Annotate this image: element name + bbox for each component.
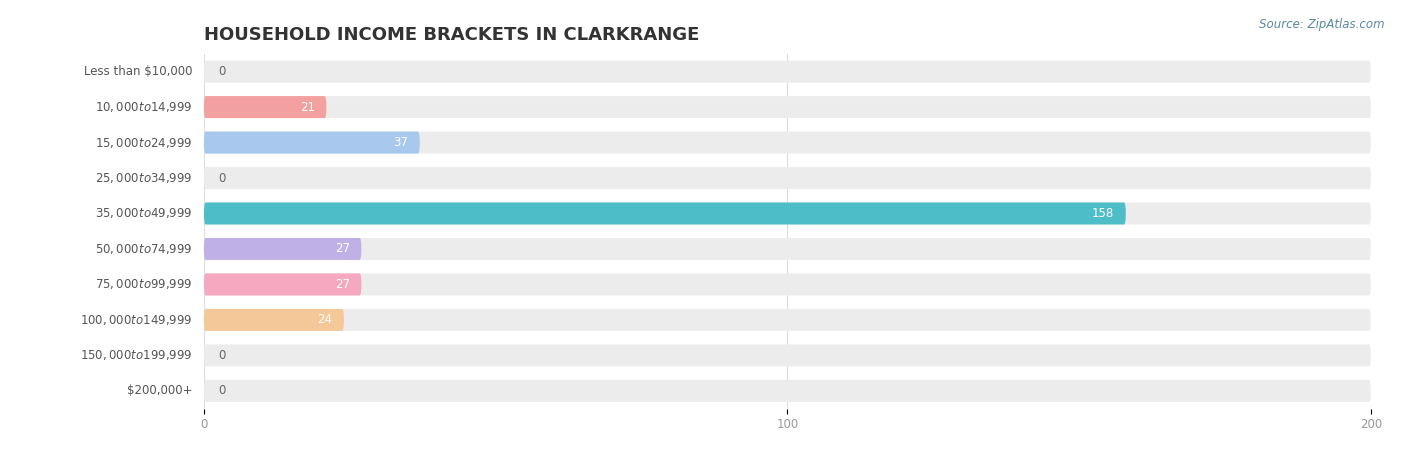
FancyBboxPatch shape [204,132,1371,154]
Text: 27: 27 [335,278,350,291]
Text: HOUSEHOLD INCOME BRACKETS IN CLARKRANGE: HOUSEHOLD INCOME BRACKETS IN CLARKRANGE [204,26,699,44]
FancyBboxPatch shape [204,238,361,260]
Text: $10,000 to $14,999: $10,000 to $14,999 [94,100,193,114]
FancyBboxPatch shape [204,96,326,118]
FancyBboxPatch shape [204,273,361,295]
FancyBboxPatch shape [204,309,344,331]
Text: 37: 37 [394,136,408,149]
FancyBboxPatch shape [204,202,1126,224]
Text: $35,000 to $49,999: $35,000 to $49,999 [94,207,193,220]
Text: 24: 24 [318,313,332,326]
FancyBboxPatch shape [204,344,1371,366]
Text: 0: 0 [218,384,226,397]
Text: Source: ZipAtlas.com: Source: ZipAtlas.com [1260,18,1385,31]
FancyBboxPatch shape [204,380,1371,402]
Text: $50,000 to $74,999: $50,000 to $74,999 [94,242,193,256]
FancyBboxPatch shape [204,202,1371,224]
Text: 27: 27 [335,242,350,255]
Text: $15,000 to $24,999: $15,000 to $24,999 [94,136,193,150]
Text: $100,000 to $149,999: $100,000 to $149,999 [80,313,193,327]
Text: 0: 0 [218,172,226,185]
Text: 0: 0 [218,65,226,78]
Text: Less than $10,000: Less than $10,000 [84,65,193,78]
Text: $150,000 to $199,999: $150,000 to $199,999 [80,348,193,362]
FancyBboxPatch shape [204,132,420,154]
FancyBboxPatch shape [204,273,1371,295]
FancyBboxPatch shape [204,167,1371,189]
Text: 21: 21 [299,101,315,114]
Text: $200,000+: $200,000+ [127,384,193,397]
FancyBboxPatch shape [204,96,1371,118]
Text: 0: 0 [218,349,226,362]
FancyBboxPatch shape [204,61,1371,83]
Text: $25,000 to $34,999: $25,000 to $34,999 [94,171,193,185]
Text: 158: 158 [1092,207,1114,220]
Text: $75,000 to $99,999: $75,000 to $99,999 [94,277,193,291]
FancyBboxPatch shape [204,238,1371,260]
FancyBboxPatch shape [204,309,1371,331]
